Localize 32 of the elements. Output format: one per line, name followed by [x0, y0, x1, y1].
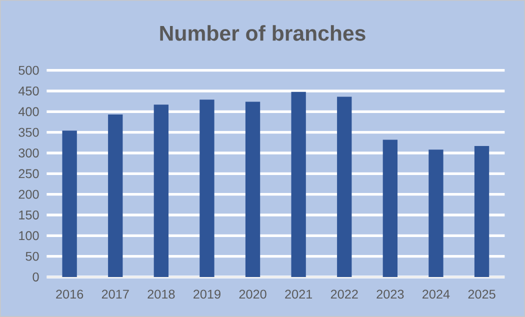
x-tick-label: 2019	[194, 290, 220, 299]
x-tick-label: 2024	[422, 290, 450, 299]
y-tick-label: 300	[18, 148, 39, 158]
bar	[337, 96, 352, 277]
y-tick-label: 400	[18, 107, 39, 116]
x-tick-label: 2021	[285, 290, 312, 299]
y-tick-label: 250	[18, 169, 39, 178]
bar	[291, 92, 306, 277]
chart-title: Number of branches	[160, 25, 366, 41]
x-tick-label: 2025	[468, 290, 496, 299]
x-tick-label: 2023	[376, 290, 404, 299]
x-tick-label: 2016	[56, 290, 84, 299]
bar	[62, 130, 77, 277]
y-tick-label: 150	[19, 210, 39, 220]
y-tick-label: 350	[18, 128, 39, 137]
x-tick-label: 2018	[148, 290, 175, 299]
y-tick-label: 500	[18, 66, 39, 75]
y-tick-label: 100	[19, 231, 39, 240]
x-tick-label: 2022	[330, 290, 358, 299]
bar	[245, 102, 260, 277]
bar	[428, 150, 444, 277]
bar	[154, 104, 169, 277]
y-tick-label: 450	[18, 86, 39, 96]
x-tick-label: 2017	[102, 290, 129, 299]
bar	[474, 146, 490, 277]
y-tick-label: 50	[26, 252, 39, 261]
x-tick-label: 2020	[239, 290, 266, 299]
bar	[108, 114, 123, 277]
y-tick-label: 0	[32, 272, 39, 282]
bar	[382, 140, 398, 277]
bar	[200, 100, 214, 277]
y-tick-label: 200	[18, 190, 39, 199]
